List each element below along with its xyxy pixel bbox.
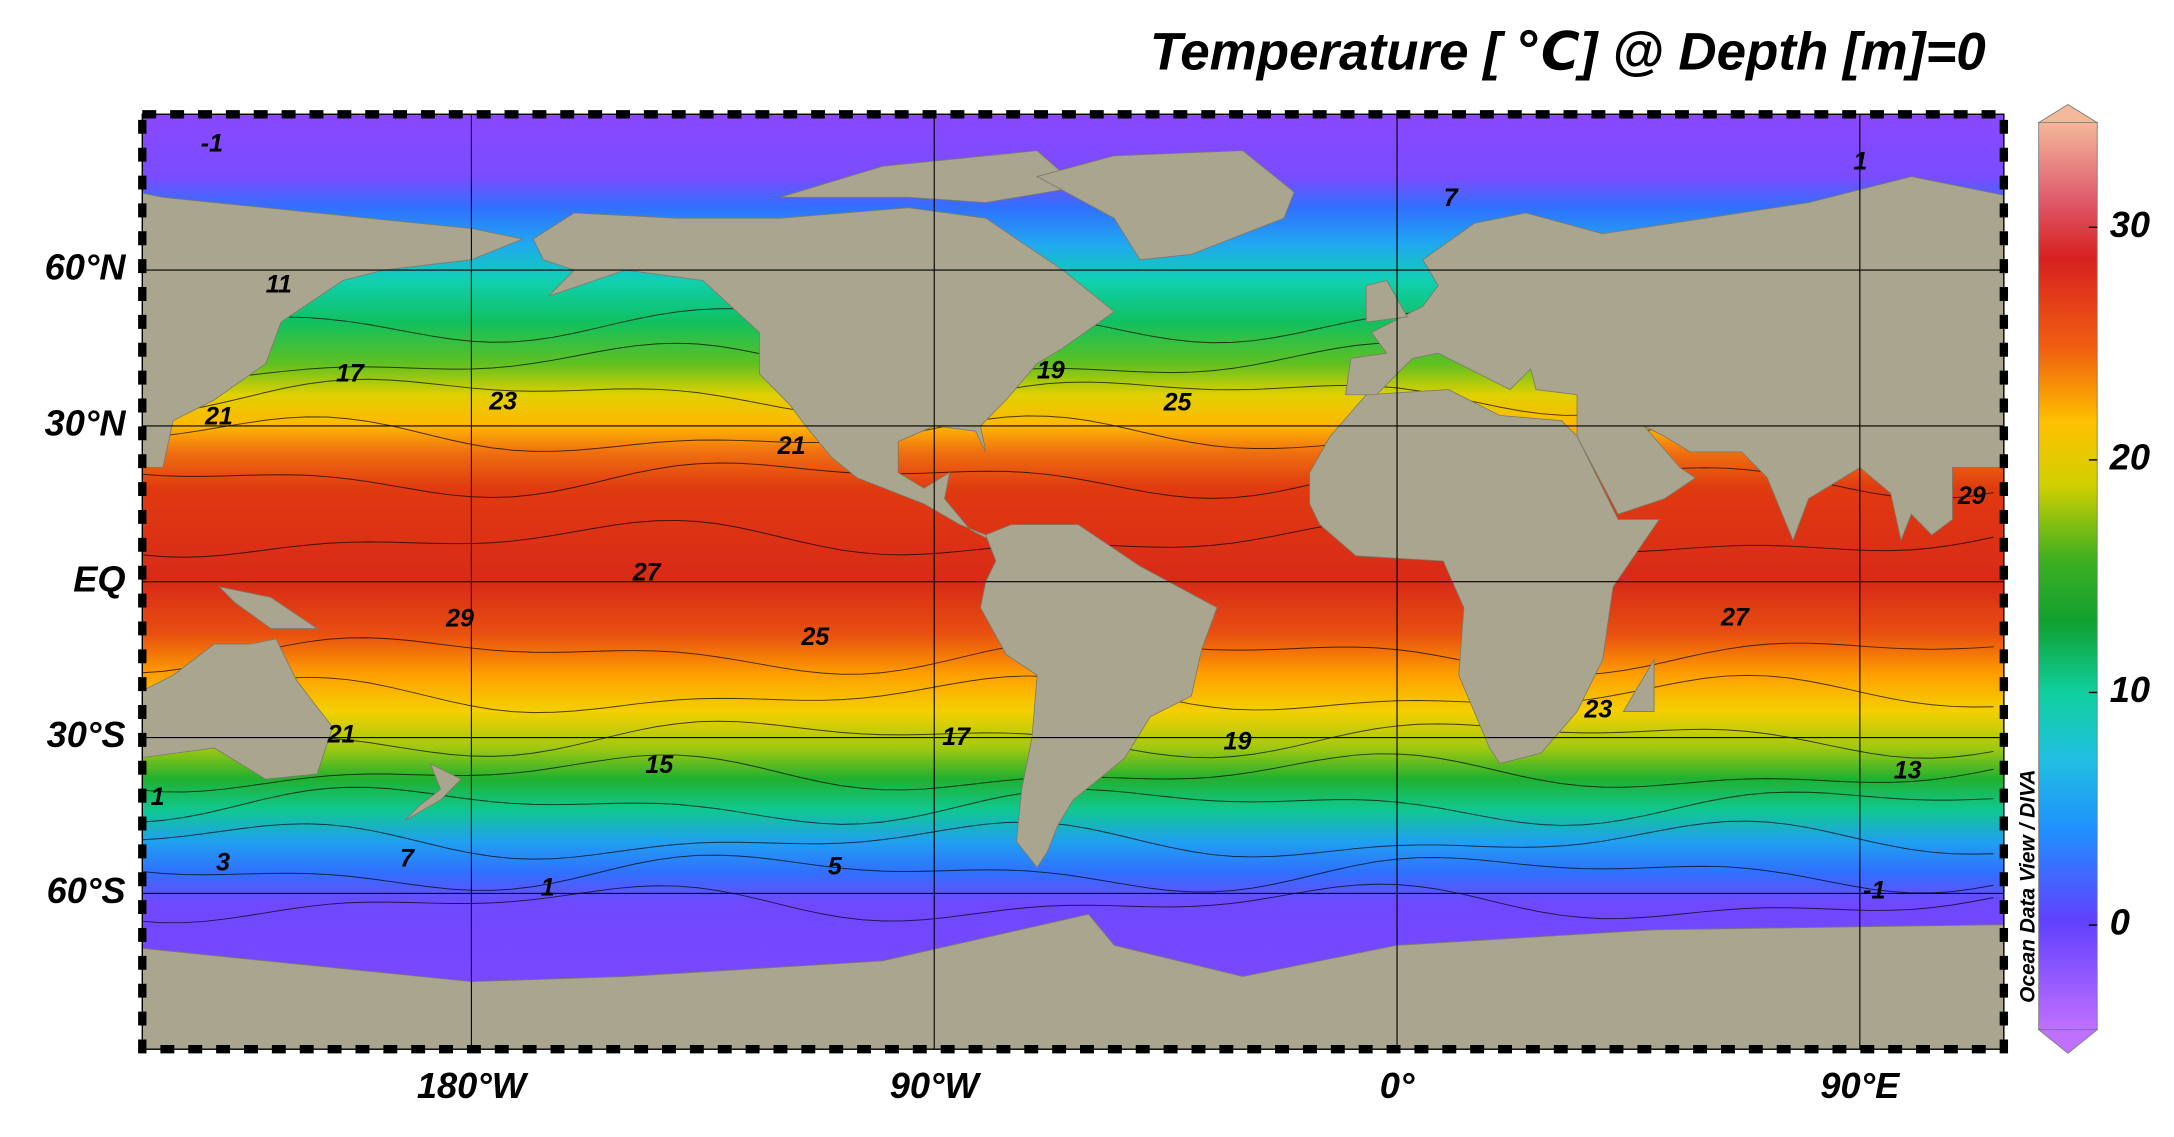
contour-label: 19 [1224, 727, 1252, 755]
contour-label: 5 [828, 853, 843, 881]
land-new-zealand [404, 762, 462, 822]
map-frame-checker [138, 110, 2009, 1054]
contour-label: -1 [1863, 876, 1885, 904]
colorbar [2038, 122, 2098, 1031]
lon-tick-label: 0° [1380, 1065, 1415, 1106]
colorbar-tick-label: 20 [2109, 436, 2150, 477]
contour-label: 27 [1720, 603, 1750, 631]
contour-label: 3 [216, 849, 230, 877]
contour-label: 19 [1037, 357, 1065, 385]
land-eurasia [142, 192, 525, 468]
colorbar-min-arrow [2037, 1029, 2099, 1054]
lon-tick-label: 180°W [417, 1065, 529, 1106]
contour-label: 29 [445, 605, 474, 633]
contour-label: 13 [1894, 757, 1922, 785]
contour-label: 15 [645, 751, 674, 779]
lon-tick-label: 90°W [890, 1065, 982, 1106]
contour-line [142, 883, 1994, 924]
contour-label: 7 [400, 844, 415, 872]
lat-tick-label: 60°N [45, 247, 127, 288]
contour-label: 11 [266, 270, 292, 298]
map-title: Temperature [ ℃] @ Depth [m]=0 [1150, 23, 1986, 82]
contour-label: 23 [1583, 695, 1612, 723]
land-eurasia [1345, 176, 2004, 542]
colorbar-max-arrow [2037, 104, 2099, 124]
contour-label: 7 [1444, 184, 1459, 212]
lat-tick-label: 60°S [47, 870, 126, 911]
colorbar-tick-label: 0 [2110, 902, 2130, 943]
contour-label: 21 [777, 432, 806, 460]
land-madagascar [1622, 658, 1655, 713]
contour-label: 1 [1853, 148, 1867, 176]
land-australia [142, 638, 334, 780]
land-south-america [980, 524, 1218, 869]
contour-label: 29 [1957, 482, 1986, 510]
land-new-guinea [218, 586, 319, 629]
contour-line [142, 820, 1994, 860]
contour-label: 25 [1163, 389, 1193, 417]
lat-tick-label: EQ [73, 558, 125, 599]
contour-label: 1 [151, 783, 165, 811]
land-greenland [1035, 150, 1295, 261]
contour-label: 17 [942, 723, 971, 751]
contour-label: 25 [800, 623, 830, 651]
contour-label: 21 [204, 403, 233, 431]
contour-line [142, 462, 1994, 500]
contour-label: 27 [632, 559, 662, 587]
colorbar-tick-label: 30 [2110, 204, 2150, 245]
contour-line [142, 854, 1994, 894]
lat-tick-label: 30°N [45, 402, 127, 443]
contour-label: 21 [327, 720, 356, 748]
contour-label: 1 [541, 874, 555, 902]
lat-tick-label: 30°S [47, 714, 126, 755]
lon-tick-label: 90°E [1820, 1065, 1901, 1106]
credit-label: Ocean Data View / DIVA [2016, 770, 2039, 1003]
contour-label: 17 [336, 359, 365, 387]
contour-label: 23 [488, 387, 517, 415]
contour-label: -1 [201, 130, 223, 158]
colorbar-tick-label: 10 [2110, 669, 2150, 710]
